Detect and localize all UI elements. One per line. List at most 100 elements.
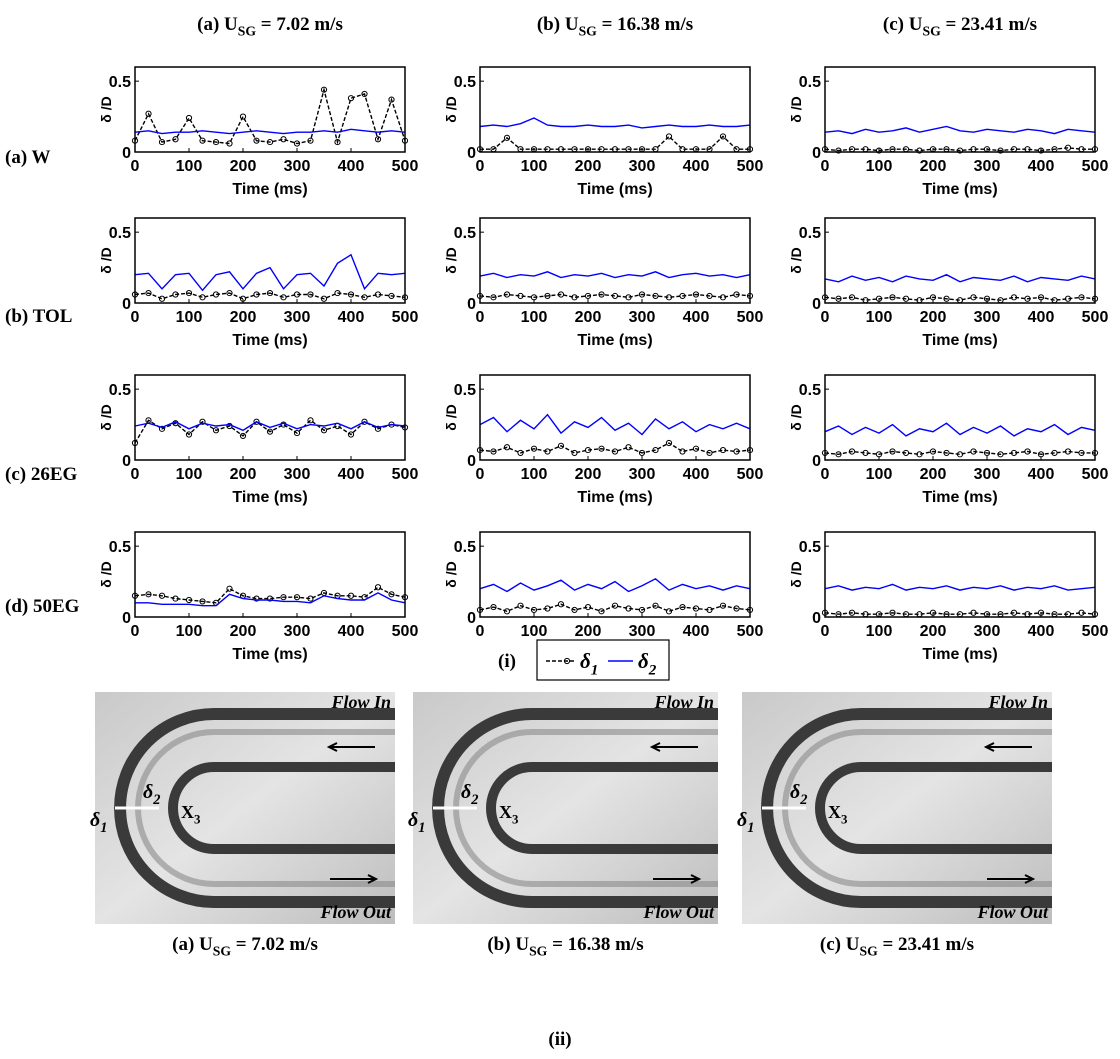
photo-label: δ1 (737, 809, 754, 836)
y-axis-label: δ /D (788, 561, 804, 587)
series-line (824, 147, 1095, 152)
point-marker (557, 601, 565, 608)
x-tick-label: 100 (521, 623, 548, 640)
x-tick-label: 200 (920, 158, 947, 175)
y-tick-label: 0.5 (454, 539, 476, 556)
point-marker (692, 291, 700, 298)
x-axis-label: Time (ms) (232, 489, 307, 506)
flow-label: Flow In (987, 692, 1048, 712)
x-tick-label: 100 (176, 623, 203, 640)
x-tick-label: 100 (866, 623, 893, 640)
series-line (134, 253, 406, 292)
point-marker (598, 291, 605, 298)
y-axis-label: δ /D (788, 247, 804, 273)
point-marker (490, 448, 497, 455)
point-marker (571, 606, 578, 614)
point-marker (598, 445, 605, 452)
point-marker (719, 294, 727, 301)
point-marker (374, 425, 382, 432)
point-marker (172, 136, 179, 143)
x-tick-label: 400 (338, 623, 365, 640)
photo-label-sub: 1 (418, 820, 425, 836)
row-label: (d) 50EG (5, 596, 80, 617)
y-tick-label: 0.5 (454, 382, 476, 399)
series-line (135, 592, 406, 607)
point-marker (388, 591, 395, 598)
y-tick-label: 0 (467, 145, 476, 162)
point-marker (1064, 448, 1072, 455)
row-label: (c) 26EG (5, 464, 78, 485)
point-marker (679, 603, 686, 611)
point-marker (517, 449, 524, 457)
plot-frame (824, 531, 1096, 618)
channel-wall (486, 762, 718, 854)
plot-frame (479, 531, 751, 618)
point-marker (1010, 609, 1018, 616)
photo-caption-part: = 16.38 m/s (547, 934, 643, 955)
x-tick-label: 300 (974, 158, 1001, 175)
plot-frame (134, 217, 406, 304)
y-tick-label: 0 (812, 296, 821, 313)
photo-label-sub: 3 (194, 811, 201, 826)
series-line (134, 586, 406, 604)
photo-label-sub: 2 (152, 792, 160, 808)
point-marker (584, 446, 592, 454)
y-tick-label: 0.5 (799, 74, 821, 91)
x-axis-label: Time (ms) (577, 181, 652, 198)
x-tick-label: 100 (521, 466, 548, 483)
photo-label: X3 (499, 802, 519, 826)
y-axis-label: δ /D (98, 561, 114, 587)
row-label: (a) W (5, 147, 51, 168)
point-marker (638, 291, 646, 298)
flow-label: Flow In (330, 692, 391, 712)
point-marker (943, 295, 950, 302)
photo-label-part: δ (90, 809, 100, 831)
point-marker (848, 448, 856, 455)
point-marker (862, 449, 869, 457)
photo-label-part: X (181, 802, 194, 822)
point-marker (557, 442, 565, 449)
point-marker (848, 609, 856, 616)
point-marker (503, 444, 511, 451)
point-marker (571, 449, 578, 457)
point-marker (916, 451, 923, 458)
point-marker (706, 449, 713, 457)
x-tick-label: 400 (1028, 309, 1055, 326)
column-title-part: (c) U (883, 14, 923, 35)
x-tick-label: 300 (629, 466, 656, 483)
point-marker (239, 432, 247, 440)
point-marker (530, 445, 538, 452)
point-marker (835, 451, 842, 458)
point-marker (679, 292, 686, 300)
point-marker (239, 113, 247, 120)
photo-label: δ2 (143, 781, 160, 808)
y-tick-label: 0.5 (109, 539, 131, 556)
point-marker (212, 427, 220, 434)
photo-label: δ1 (408, 809, 425, 836)
point-marker (983, 449, 991, 457)
y-tick-label: 0.5 (109, 74, 131, 91)
point-marker (557, 291, 565, 298)
channel-wall (168, 762, 395, 854)
photo-label-part: δ (461, 781, 471, 803)
y-axis-label: δ /D (443, 247, 459, 273)
point-marker (902, 449, 910, 457)
point-marker (929, 448, 937, 455)
x-tick-label: 300 (284, 466, 311, 483)
y-axis-label: δ /D (443, 96, 459, 122)
x-tick-label: 500 (737, 623, 764, 640)
x-tick-label: 200 (575, 158, 602, 175)
x-tick-label: 200 (920, 309, 947, 326)
point-marker (347, 95, 355, 102)
point-marker (1064, 144, 1072, 151)
x-tick-label: 500 (392, 466, 419, 483)
point-marker (719, 446, 727, 454)
series-line (824, 422, 1096, 437)
y-tick-label: 0 (467, 610, 476, 627)
column-title-part: = 23.41 m/s (941, 14, 1037, 35)
x-tick-label: 300 (974, 623, 1001, 640)
flow-label: Flow Out (319, 902, 392, 922)
x-tick-label: 100 (521, 309, 548, 326)
x-tick-label: 300 (284, 158, 311, 175)
